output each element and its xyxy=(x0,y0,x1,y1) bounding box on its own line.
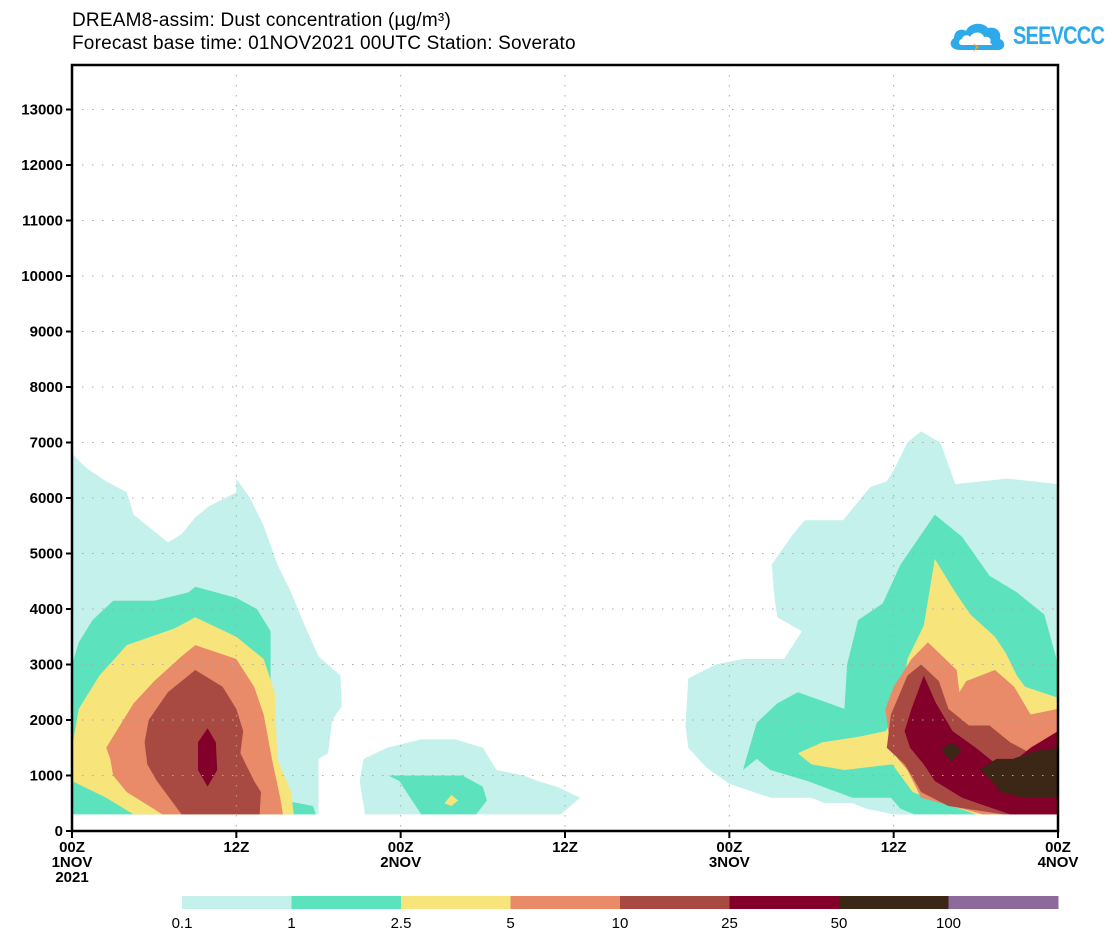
colorbar-swatch xyxy=(182,896,292,909)
y-tick-label: 10000 xyxy=(21,268,63,285)
y-tick-label: 9000 xyxy=(30,324,63,341)
contour-50-region xyxy=(979,747,1058,798)
colorbar-swatch xyxy=(620,896,730,909)
colorbar-swatch xyxy=(291,896,402,909)
x-tick-label: 12Z xyxy=(881,839,907,856)
y-tick-label: 7000 xyxy=(30,435,63,452)
x-tick-label: 12Z xyxy=(223,839,249,856)
x-tick-label: 00Z xyxy=(59,839,85,856)
logo-text: SEEVCCC xyxy=(1013,22,1105,50)
contour-2_5-region xyxy=(444,794,459,806)
y-tick-label: 8000 xyxy=(30,379,63,396)
colorbar-label: 50 xyxy=(831,915,848,932)
y-tick-label: 4000 xyxy=(30,601,63,618)
colorbar-swatch xyxy=(948,896,1059,909)
colorbar-swatch xyxy=(729,896,840,909)
colorbar-label: 1 xyxy=(287,915,295,932)
y-tick-label: 13000 xyxy=(21,102,63,119)
colorbar-label: 100 xyxy=(936,915,961,932)
x-tick-label: 00Z xyxy=(1045,839,1071,856)
y-tick-label: 6000 xyxy=(30,490,63,507)
x-tick-label: 00Z xyxy=(388,839,414,856)
colorbar-swatch xyxy=(401,896,511,909)
y-tick-label: 1000 xyxy=(30,768,63,785)
chart-title: DREAM8-assim: Dust concentration (µg/m³) xyxy=(72,10,451,31)
colorbar-label: 10 xyxy=(612,915,629,932)
seevccc-logo: SEEVCCC xyxy=(946,20,1106,56)
x-tick-label: 3NOV xyxy=(709,854,750,871)
contour-layer xyxy=(72,431,1058,815)
y-tick-label: 3000 xyxy=(30,657,63,674)
x-tick-label: 1NOV xyxy=(52,854,93,871)
colorbar-label: 2.5 xyxy=(391,915,412,932)
y-tick-label: 0 xyxy=(55,823,63,840)
x-tick-label: 12Z xyxy=(552,839,578,856)
contour-25-region xyxy=(198,728,218,787)
y-tick-label: 11000 xyxy=(22,213,63,230)
contour-1-region xyxy=(388,775,487,815)
colorbar-label: 25 xyxy=(721,915,738,932)
colorbar-label: 5 xyxy=(506,915,514,932)
contour-50-region xyxy=(941,742,963,762)
x-tick-label: 2021 xyxy=(55,869,88,886)
y-axis: 0 1000 2000 3000 4000 5000 6000 7000 8000 9000 100… xyxy=(21,102,72,840)
colorbar-swatch xyxy=(839,896,949,909)
colorbar-swatch xyxy=(510,896,621,909)
y-tick-label: 5000 xyxy=(30,546,63,563)
colorbar: 0.1 1 2.5 5 10 25 50 100 xyxy=(172,896,1059,932)
cloud-lightning-icon xyxy=(950,23,1005,52)
y-tick-label: 2000 xyxy=(30,712,63,729)
colorbar-label: 0.1 xyxy=(172,915,193,932)
x-tick-label: 4NOV xyxy=(1038,854,1079,871)
x-tick-label: 00Z xyxy=(716,839,742,856)
x-tick-label: 2NOV xyxy=(380,854,421,871)
y-tick-label: 12000 xyxy=(21,157,63,174)
chart-subtitle: Forecast base time: 01NOV2021 00UTC Stat… xyxy=(72,33,576,54)
